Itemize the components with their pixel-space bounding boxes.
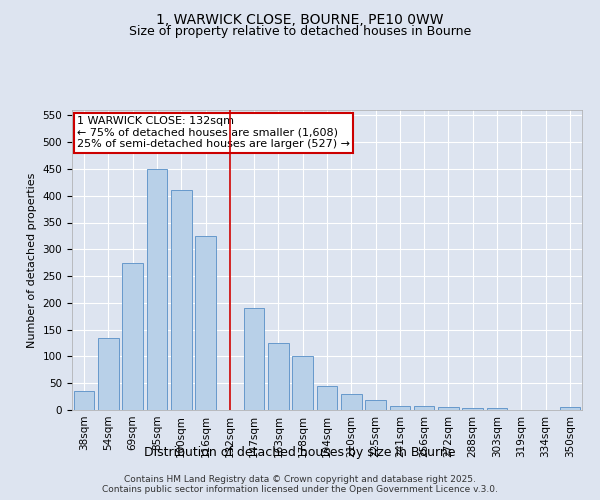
Bar [317, 386, 337, 410]
Bar [146, 169, 167, 410]
Bar [487, 408, 508, 410]
Bar [292, 356, 313, 410]
Bar [560, 408, 580, 410]
Bar [389, 406, 410, 410]
Y-axis label: Number of detached properties: Number of detached properties [27, 172, 37, 348]
Text: Contains HM Land Registry data © Crown copyright and database right 2025.
Contai: Contains HM Land Registry data © Crown c… [102, 474, 498, 494]
Text: 1, WARWICK CLOSE, BOURNE, PE10 0WW: 1, WARWICK CLOSE, BOURNE, PE10 0WW [156, 12, 444, 26]
Text: Size of property relative to detached houses in Bourne: Size of property relative to detached ho… [129, 25, 471, 38]
Bar [365, 400, 386, 410]
Bar [341, 394, 362, 410]
Bar [98, 338, 119, 410]
Bar [438, 408, 459, 410]
Bar [268, 343, 289, 410]
Bar [195, 236, 216, 410]
Bar [414, 406, 434, 410]
Bar [74, 391, 94, 410]
Bar [463, 408, 483, 410]
Bar [122, 262, 143, 410]
Bar [244, 308, 265, 410]
Text: Distribution of detached houses by size in Bourne: Distribution of detached houses by size … [144, 446, 456, 459]
Text: 1 WARWICK CLOSE: 132sqm
← 75% of detached houses are smaller (1,608)
25% of semi: 1 WARWICK CLOSE: 132sqm ← 75% of detache… [77, 116, 350, 149]
Bar [171, 190, 191, 410]
